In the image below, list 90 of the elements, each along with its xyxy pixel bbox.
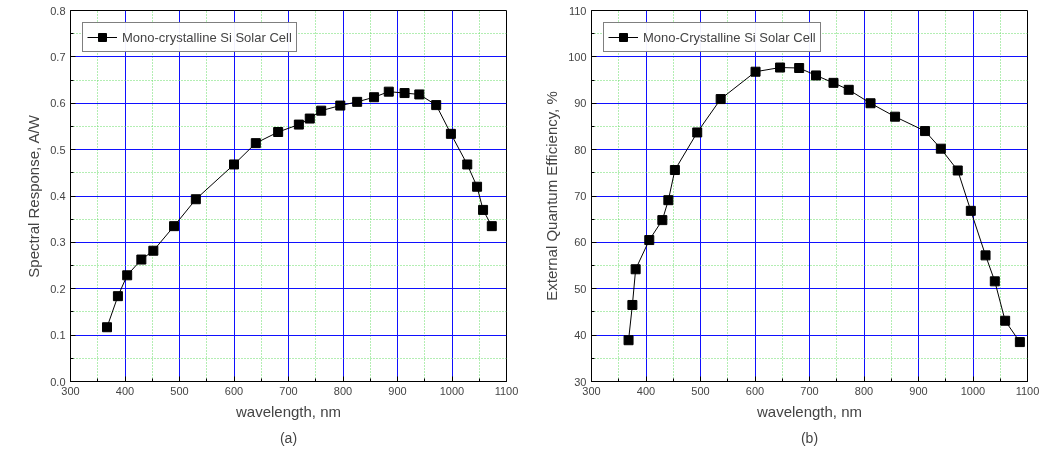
point [989,276,1000,287]
point [952,165,963,176]
x-tick-label: 800 [854,384,874,397]
point [293,119,304,130]
y-tick-label: 40 [574,329,587,342]
point [445,128,456,139]
text: (b) [800,429,819,446]
point [190,194,201,205]
point [750,66,761,77]
x-tick-label: 1100 [494,384,519,397]
point [414,89,425,100]
point [335,100,346,111]
y-tick-label: 0.5 [50,143,66,156]
point [663,195,674,206]
point [1000,315,1011,326]
point [352,96,363,107]
point [775,62,786,73]
x-tick-label: 900 [388,384,407,397]
point [112,291,123,302]
x-tick-label: 500 [691,384,710,397]
y-axis-title: Spectral Response, A/W [25,114,43,278]
x-tick-label: 400 [636,384,656,397]
point [657,215,668,226]
point [122,270,133,281]
y-tick-label: 0.7 [50,50,66,63]
y-tick-label: 90 [574,97,587,110]
y-tick-label: 80 [574,143,587,156]
point [148,245,159,256]
x-tick-label: 500 [170,384,189,397]
point [273,127,284,137]
point [627,299,638,310]
point [965,205,976,216]
point [478,204,489,215]
y-tick-label: 70 [574,190,587,202]
point [383,86,394,97]
y-tick-label: 0.8 [50,4,66,17]
y-tick-label: 0.3 [50,236,66,249]
point [843,84,854,95]
point [811,70,822,81]
point [692,127,703,138]
x-tick-label: 600 [224,384,244,397]
point [1014,337,1025,348]
x-tick-label: 700 [279,384,298,397]
y-tick-label: 60 [574,236,587,249]
point [935,143,946,154]
point [828,77,839,88]
y-axis-title: External Quantum Efficiency, % [543,91,561,301]
point [865,98,876,109]
legend-label: Mono-Crystalline Si Solar Cell [643,29,816,45]
point [369,92,380,103]
point [102,322,113,333]
y-tick-label: 0.2 [50,282,66,295]
point [462,159,473,170]
point [794,63,805,73]
point [486,221,497,232]
x-axis-title: wavelength, nm [755,402,863,420]
point [229,159,239,170]
y-tick-label: 0.1 [50,329,66,342]
point [920,126,931,137]
point [623,335,634,346]
point [304,113,315,124]
x-tick-label: 900 [909,384,928,397]
y-tick-label: 0.6 [50,97,66,110]
point [669,165,680,176]
point [399,88,410,99]
point [644,235,655,246]
x-tick-label: 600 [745,384,765,397]
point [472,181,483,192]
legend-label: Mono-crystalline Si Solar Cell [122,29,292,45]
point [980,250,991,261]
x-tick-label: 400 [115,384,135,397]
y-tick-label: 100 [568,50,587,63]
y-tick-label: 110 [568,4,587,17]
y-tick-label: 0.4 [50,190,66,202]
point [431,100,442,111]
point [250,138,261,149]
point [136,254,147,265]
point [316,105,327,116]
x-tick-label: 1100 [1015,384,1040,397]
x-tick-label: 800 [333,384,353,397]
x-tick-label: 1000 [439,384,465,397]
point [169,221,180,232]
x-tick-label: 700 [800,384,819,397]
x-axis-title: wavelength, nm [234,402,342,420]
point [630,264,641,275]
y-tick-label: 50 [574,282,587,295]
point [715,94,726,105]
text: (a) [279,429,298,446]
x-tick-label: 1000 [960,384,986,397]
point [890,111,901,122]
